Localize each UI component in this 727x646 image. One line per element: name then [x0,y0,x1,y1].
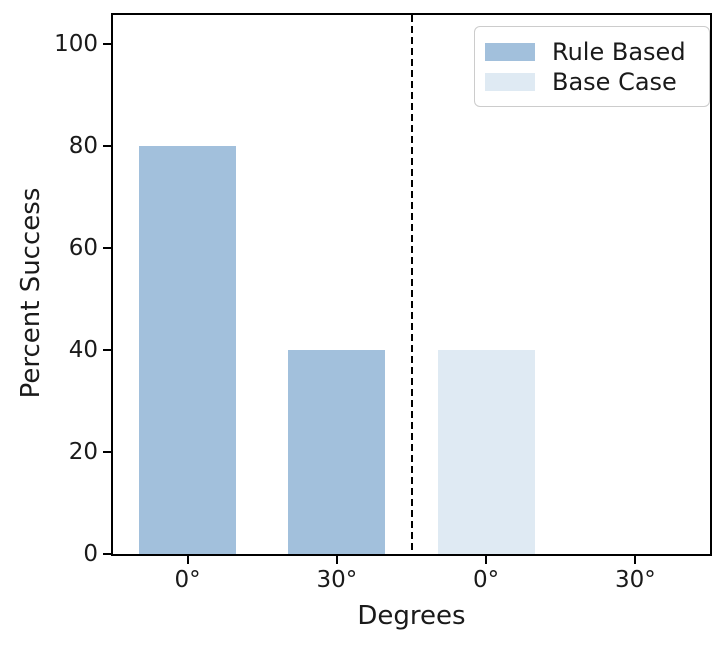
x-tick-mark [485,556,488,564]
y-tick-mark [103,247,111,250]
x-tick-label: 0° [174,567,201,593]
y-tick-mark [103,349,111,352]
y-axis-label: Percent Success [16,187,46,399]
legend-swatch [485,73,535,91]
legend: Rule Based Base Case [474,26,710,107]
bar-base-case-0° [437,350,535,554]
x-tick-label: 0° [473,567,500,593]
separator-dashed-line [410,15,413,554]
y-tick-label: 20 [68,439,98,465]
legend-label: Rule Based [552,38,686,66]
legend-swatch [485,43,535,61]
y-tick-label: 0 [83,541,98,567]
x-tick-mark [634,556,637,564]
y-tick-mark [103,43,111,46]
legend-label: Base Case [552,68,677,96]
y-tick-label: 80 [68,133,98,160]
x-tick-mark [186,556,189,564]
y-tick-mark [103,451,111,453]
x-axis-label: Degrees [357,601,466,631]
x-tick-label: 30° [614,567,656,593]
x-tick-label: 30° [316,567,358,593]
y-tick-label: 100 [54,31,98,58]
y-tick-mark [103,553,111,555]
bar-rule-based-0° [139,146,237,554]
y-tick-label: 60 [68,235,98,262]
y-tick-label: 40 [68,337,98,364]
legend-entry-base-case: Base Case [485,68,709,96]
x-tick-mark [335,556,338,564]
legend-entry-rule-based: Rule Based [485,38,709,66]
bar-rule-based-30° [288,350,386,554]
y-tick-mark [103,145,111,148]
